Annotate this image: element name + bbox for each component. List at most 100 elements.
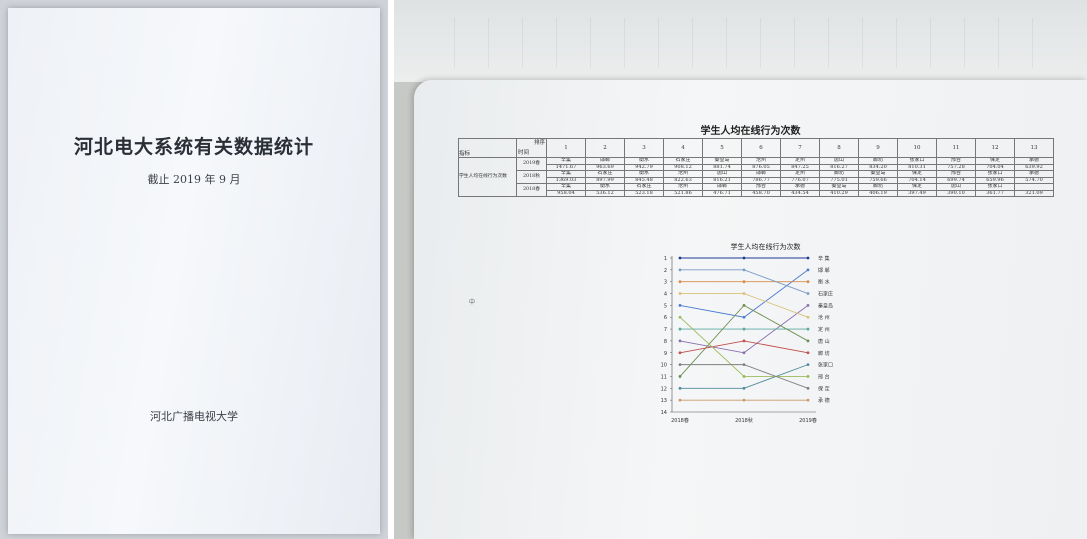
rank-header: 2	[585, 138, 625, 158]
series-point	[742, 292, 746, 295]
right-rank-label: 辛 集	[818, 255, 830, 262]
booklet-cover: 河北电大系统有关数据统计 截止 2019 年 9 月 河北广播电视大学	[8, 8, 380, 534]
table-value-cell: 390.10	[936, 189, 976, 197]
table-value-cell: 406.19	[858, 189, 898, 197]
series-point	[806, 327, 810, 331]
right-rank-label: 秦皇岛	[818, 302, 833, 309]
y-tick-label: 7	[664, 327, 667, 333]
rank-header: 11	[936, 138, 976, 158]
rank-header: 9	[858, 138, 898, 158]
rank-header: 5	[702, 138, 742, 158]
table-header-index: 指标	[458, 138, 517, 158]
index-name: 学生人均在线行为次数	[458, 157, 517, 197]
series-point	[742, 303, 746, 307]
series-point	[678, 292, 682, 295]
series-point	[678, 280, 682, 284]
series-point	[678, 268, 682, 272]
time-label: 时间	[518, 149, 530, 156]
y-tick-label: 12	[661, 386, 667, 392]
right-rank-label: 衡 水	[818, 279, 830, 286]
photo-right: 学生人均在线行为次数 指标 排序 时间 1 2 3 4 5 6 7	[394, 0, 1087, 539]
rank-header: 8	[819, 138, 859, 158]
table-value-cell: 458.70	[741, 189, 781, 197]
series-point	[742, 375, 746, 378]
series-line	[679, 316, 808, 377]
series-point	[742, 351, 746, 355]
period-label: 2018春	[516, 183, 547, 197]
y-tick-label: 2	[664, 268, 667, 274]
right-rank-label: 定 州	[818, 326, 830, 333]
table-value-cell: 434.54	[780, 189, 820, 197]
table-value-row: 958.04 536.12 523.18 521.86 476.71 458.70 434.…	[459, 189, 1054, 197]
series-line	[679, 340, 809, 354]
series-point	[678, 398, 682, 402]
series-point	[806, 315, 810, 319]
table-value-cell: 536.12	[585, 189, 625, 197]
y-tick-label: 10	[661, 363, 667, 369]
rank-label: 排序	[533, 140, 545, 146]
right-rank-label: 唐 山	[818, 338, 830, 345]
y-tick-label: 13	[661, 398, 667, 404]
table-value-cell: 958.04	[546, 189, 586, 197]
table-title: 学生人均在线行为次数	[700, 126, 801, 137]
rank-header: 12	[975, 138, 1015, 158]
previous-page-edge	[394, 0, 1087, 82]
cover-title: 河北电大系统有关数据统计	[73, 136, 314, 158]
series-point	[806, 268, 810, 272]
table-value-row: 1471.67 963.69 942.79 908.12 881.74 876.05 847…	[459, 163, 1054, 171]
series-point	[678, 315, 682, 319]
right-rank-label: 张家口	[818, 362, 833, 369]
y-tick-label: 9	[664, 351, 667, 357]
cover-subtitle: 截止 2019 年 9 月	[147, 173, 241, 186]
series-point	[742, 280, 746, 284]
cover-publisher: 河北广播电视大学	[150, 410, 238, 423]
right-rank-label: 邢 台	[818, 373, 830, 380]
right-rank-label: 邯 郸	[818, 267, 830, 274]
series-point	[678, 363, 682, 367]
series-point	[678, 375, 682, 378]
x-tick-label: 2018春	[671, 417, 689, 424]
rank-header: 10	[897, 138, 937, 158]
series-point	[678, 351, 682, 355]
index-label: 指标	[459, 150, 471, 157]
series-point	[806, 256, 810, 260]
table-value-cell: 397.49	[897, 189, 937, 197]
period-label: 2019春	[516, 157, 547, 171]
data-table: 指标 排序 时间 1 2 3 4 5 6 7 8 9 10 11 12 13	[458, 138, 1054, 197]
table-header-row: 指标 排序 时间 1 2 3 4 5 6 7 8 9 10 11 12 13	[458, 138, 1054, 158]
y-tick-label: 8	[664, 339, 667, 345]
table-value-cell: 476.71	[702, 189, 742, 197]
series-point	[678, 339, 682, 343]
period-label: 2018秋	[516, 170, 547, 184]
rank-header: 4	[663, 138, 703, 158]
series-point	[806, 280, 810, 284]
series-point	[742, 268, 746, 272]
rank-header: 7	[780, 138, 820, 158]
rank-header: 3	[624, 138, 664, 158]
series-point	[742, 339, 746, 343]
series-point	[742, 386, 746, 390]
x-tick-label: 2018秋	[735, 417, 753, 424]
series-point	[806, 339, 810, 343]
y-tick-label: 5	[664, 303, 667, 309]
series-point	[678, 256, 682, 260]
y-tick-label: 6	[664, 315, 667, 321]
series-point	[806, 375, 810, 378]
table-value-cell: 521.86	[663, 189, 703, 197]
table-value-cell: 410.29	[819, 189, 859, 197]
rank-header: 13	[1014, 138, 1054, 158]
rank-header: 6	[741, 138, 781, 158]
series-point	[806, 386, 810, 390]
table-value-cell: 361.77	[975, 189, 1015, 197]
series-point	[806, 363, 810, 367]
y-tick-label: 1	[664, 256, 667, 262]
photo-left: 河北电大系统有关数据统计 截止 2019 年 9 月 河北广播电视大学	[0, 0, 388, 539]
previous-page-grid	[454, 18, 1054, 68]
series-point	[742, 398, 746, 402]
stray-mark: 中	[469, 299, 476, 306]
right-rank-label: 石家庄	[818, 291, 833, 298]
right-rank-label: 廊 坊	[818, 350, 830, 357]
series-point	[678, 303, 682, 307]
series-point	[806, 303, 810, 307]
